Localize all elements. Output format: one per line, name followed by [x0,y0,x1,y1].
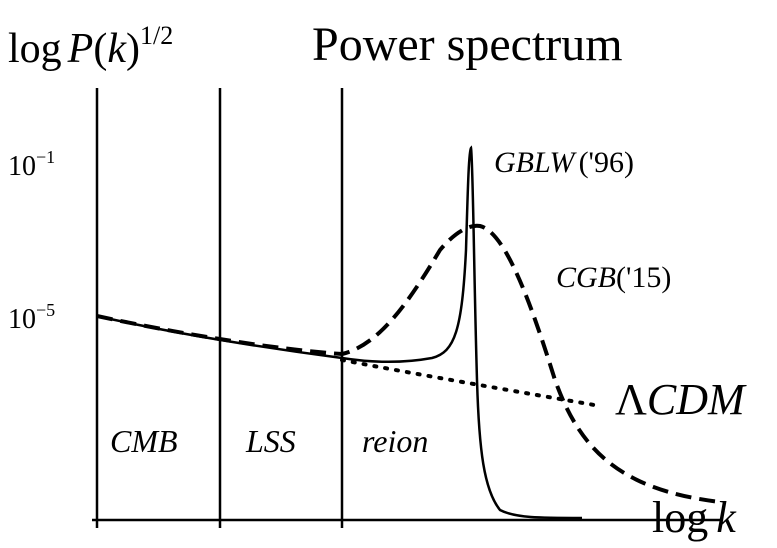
curve-symbol: Λ [615,375,647,424]
tick-base: 10 [8,304,36,335]
y-tick: 10−5 [8,300,55,335]
y-label-prefix: log [8,26,62,72]
curve-year: ('15) [616,261,671,294]
curve-year: ('96) [579,146,634,179]
y-label: log P(k)1/2 [8,21,173,72]
cgb-curve [96,223,721,504]
cgb-label: CGB('15) [556,261,671,294]
region-label: CMB [110,423,178,459]
x-label-prefix: log [652,493,708,542]
x-label-var: k [716,493,737,542]
y-label-symbol: P [67,26,94,72]
title: Power spectrum [312,18,623,71]
y-label-close: ) [126,26,140,72]
lcdm-curve [340,358,602,408]
tick-exponent: −1 [36,147,55,167]
gblw-label: GBLW ('96) [494,146,634,179]
tick-exponent: −5 [36,300,55,320]
lcdm-label: ΛCDM [615,375,747,424]
region-label: reion [362,423,428,459]
y-label-open: ( [93,26,107,72]
curve-name: CGB [556,261,616,294]
y-label-var: k [107,26,127,72]
region-label: LSS [245,423,296,459]
curve-name: CDM [647,375,747,424]
gblw-curve [96,145,583,520]
axes [92,88,722,528]
tick-base: 10 [8,151,36,182]
y-label-exponent: 1/2 [140,21,173,50]
x-label: log k [652,493,737,542]
y-tick: 10−1 [8,147,55,182]
curve-name: GBLW [494,146,578,179]
